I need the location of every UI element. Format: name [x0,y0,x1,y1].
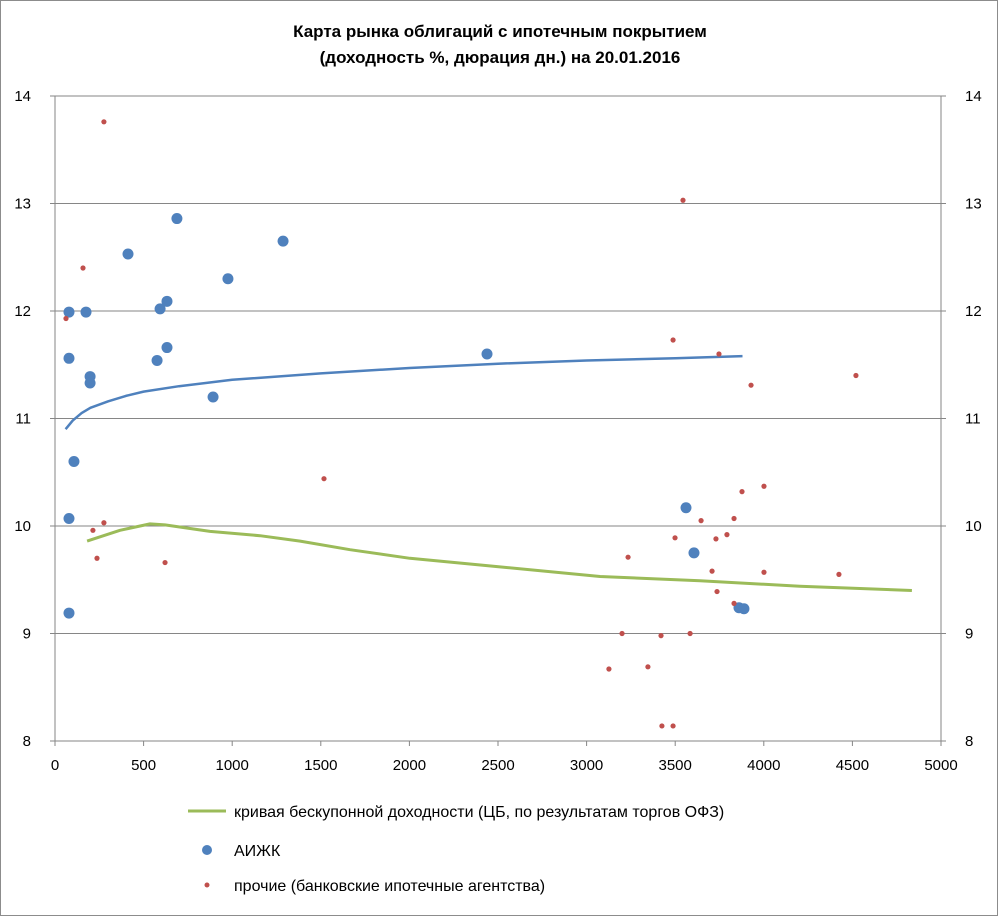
x-tick-label: 4500 [836,757,869,774]
other-agency-point [714,588,720,595]
x-tick-label: 0 [51,757,59,774]
y-tick-label-left: 10 [14,518,31,535]
x-tick-label: 2000 [393,757,426,774]
other-agency-point [836,571,842,577]
other-agency-point [63,315,69,322]
other-agency-point [724,532,730,538]
other-agency-point [713,536,719,542]
aijk-point [68,456,80,467]
legend-dot-other [204,882,210,888]
aijk-point [222,273,234,285]
other-agency-point [680,197,686,203]
aijk-point [277,235,289,247]
other-agency-point [670,723,676,729]
legend-label-other: прочие (банковские ипотечные агентства) [234,878,545,895]
y-tick-label-right: 12 [965,303,982,320]
y-tick-label-right: 13 [965,196,982,213]
other-agency-point [645,664,651,670]
aijk-point [80,306,92,318]
other-agency-point [761,569,767,575]
aijk-trendline [64,354,743,430]
aijk-point [63,607,75,619]
other-agency-point [94,555,100,561]
aijk-point [84,377,96,389]
other-agency-point [716,351,722,357]
zero-coupon-curve-line [86,522,912,592]
legend-label-curve: кривая бескупонной доходности (ЦБ, по ре… [234,804,724,821]
x-tick-label: 1500 [304,757,337,774]
legend: кривая бескупонной доходности (ЦБ, по ре… [188,804,724,895]
aijk-point [122,248,134,260]
aijk-point [688,547,700,559]
chart-title-line-1: Карта рынка облигаций с ипотечным покрыт… [293,22,707,41]
other-agency-point [619,630,625,637]
y-tick-label-left: 9 [23,626,31,643]
aijk-point [151,354,163,366]
y-tick-label-left: 8 [23,733,31,750]
aijk-point [63,306,75,318]
y-tick-label-left: 12 [14,303,31,320]
aijk-point [161,295,173,307]
aijk-point [154,303,166,315]
other-agency-point [731,515,737,522]
other-agency-point [853,372,859,379]
legend-label-aijk: АИЖК [234,843,281,860]
y-tick-label-right: 8 [965,733,973,750]
other-agency-point [709,568,715,574]
aijk-point [207,391,219,403]
aijk-point [680,502,692,514]
other-agency-point [101,119,107,125]
other-agency-point [162,559,168,566]
y-tick-label-left: 11 [15,411,31,428]
chart-title-line-2: (доходность %, дюрация дн.) на 20.01.201… [320,48,681,67]
other-agency-point [748,382,754,388]
x-tick-label: 2500 [481,757,514,774]
other-agency-point [90,527,96,533]
other-agency-point [606,666,612,672]
other-agency-point [687,630,693,637]
aijk-point [481,348,493,360]
other-agency-point [731,600,737,607]
x-tick-label: 5000 [924,757,957,774]
other-agency-point [625,554,631,560]
aijk-point [63,512,75,524]
other-agency-point [672,535,678,541]
other-agency-point [761,483,767,489]
x-tick-label: 3000 [570,757,603,774]
x-tick-label: 3500 [659,757,692,774]
aijk-point [161,342,173,354]
x-tick-label: 500 [131,757,156,774]
aijk-point [738,603,750,615]
y-tick-label-left: 14 [14,88,31,105]
y-tick-label-right: 14 [965,88,982,105]
aijk-point [171,213,183,225]
other-agency-point [739,489,745,495]
other-agency-point [670,337,676,343]
other-agency-point [659,723,665,729]
other-agency-point [321,476,327,482]
other-agency-point [658,633,664,639]
x-tick-label: 4000 [747,757,780,774]
other-agency-point [80,265,86,271]
other-agency-point [101,520,107,526]
y-tick-label-left: 13 [14,196,31,213]
y-tick-label-right: 11 [965,411,981,428]
other-agency-point [698,518,704,524]
y-tick-label-right: 10 [965,518,982,535]
x-tick-label: 1000 [216,757,249,774]
aijk-point [63,352,75,364]
y-tick-label-right: 9 [965,626,973,643]
legend-dot-aijk [202,845,212,855]
